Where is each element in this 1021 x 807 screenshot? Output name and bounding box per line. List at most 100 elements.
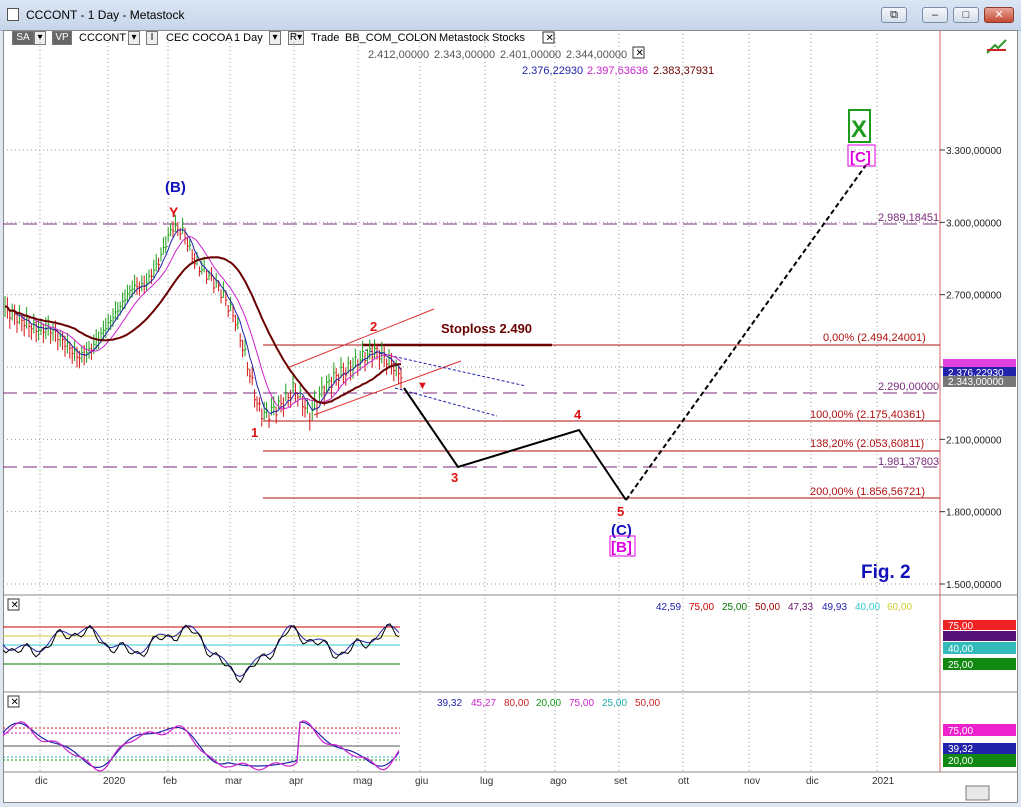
panel2-value: 45,27 bbox=[471, 698, 496, 709]
time-label: mag bbox=[353, 776, 372, 787]
p2-tag-75-text: 75,00 bbox=[948, 726, 973, 737]
template-name: BB_COM_COLON bbox=[345, 32, 437, 44]
vertical-grid bbox=[39, 30, 878, 772]
panel2-value: 50,00 bbox=[635, 698, 660, 709]
restore-icon[interactable]: ⧉ bbox=[881, 7, 907, 23]
app-icon bbox=[7, 8, 19, 21]
panel2-value: 25,00 bbox=[602, 698, 627, 709]
ohlc-high: 2.343,00000 bbox=[434, 49, 495, 61]
vp-button[interactable]: VP bbox=[52, 31, 72, 45]
security-icon[interactable]: I bbox=[146, 31, 158, 45]
level-2290-label: 2.290,00000 bbox=[878, 381, 939, 393]
time-axis: dic 2020 feb mar apr mag giu lug ago set ott nov dic… bbox=[35, 776, 895, 787]
time-label: lug bbox=[480, 776, 493, 787]
ohlc-low: 2.401,00000 bbox=[500, 49, 561, 61]
panel1-value: 40,00 bbox=[855, 602, 880, 613]
ma-blue-line bbox=[4, 229, 402, 415]
ma-value-1: 2.376,22930 bbox=[522, 65, 583, 77]
time-label: dic bbox=[35, 776, 48, 787]
wave-label-b-box: [B] bbox=[611, 539, 632, 556]
panel1-value: 75,00 bbox=[689, 602, 714, 613]
panel2-value: 39,32 bbox=[437, 698, 462, 709]
ma-value-2: 2.397,63636 bbox=[587, 65, 648, 77]
panel2-value: 80,00 bbox=[504, 698, 529, 709]
panel1-value: 47,33 bbox=[788, 602, 813, 613]
tag-last bbox=[943, 376, 1016, 387]
wave-label-4: 4 bbox=[574, 407, 582, 422]
time-label: ago bbox=[550, 776, 567, 787]
template-label: Trade bbox=[311, 32, 340, 44]
refresh-icon[interactable]: R▾ bbox=[288, 31, 304, 45]
wave-b-box bbox=[609, 535, 636, 557]
trend-dotted-lower bbox=[394, 387, 498, 417]
fib-100-label: 100,00% (2.175,40361) bbox=[810, 409, 925, 421]
wave-projection-dashed bbox=[625, 164, 867, 501]
security-kind: Stocks bbox=[492, 32, 526, 44]
p1-tag-40-text: 40,00 bbox=[948, 644, 973, 655]
ma-magenta-line bbox=[4, 235, 402, 410]
panel1-value: 60,00 bbox=[887, 602, 912, 613]
legend-close-icon[interactable] bbox=[542, 31, 555, 44]
p2-tag-20 bbox=[943, 754, 1016, 767]
minimize-button[interactable]: – bbox=[922, 7, 948, 23]
panel1-value: 50,00 bbox=[755, 602, 780, 613]
p1-tag-25-text: 25,00 bbox=[948, 660, 973, 671]
tag-ma-upper-text: 2.376,22930 bbox=[948, 368, 1004, 379]
channel-lower bbox=[313, 360, 462, 416]
sa-button[interactable]: SA bbox=[12, 31, 34, 45]
horizontal-grid bbox=[3, 149, 940, 585]
ohlc-close-icon[interactable] bbox=[632, 46, 645, 59]
symbol-dropdown-icon[interactable]: ▾ bbox=[128, 31, 140, 45]
panel2-close-glyph: ✕ bbox=[11, 697, 19, 708]
p1-tag-75-text: 75,00 bbox=[948, 621, 973, 632]
time-label: 2020 bbox=[103, 776, 126, 787]
p2-tag-39-text: 39,32 bbox=[948, 744, 973, 755]
time-label: apr bbox=[289, 776, 304, 787]
p2-tag-75 bbox=[943, 724, 1016, 736]
wave-label-b-blue: (B) bbox=[165, 179, 186, 196]
down-arrow-icon: ▼ bbox=[417, 380, 428, 392]
panel2-close-icon[interactable] bbox=[7, 695, 20, 708]
time-label: nov bbox=[744, 776, 760, 787]
p1-tag-75 bbox=[943, 620, 1016, 630]
x-box-label: X bbox=[851, 116, 867, 143]
period-dropdown-icon[interactable]: ▾ bbox=[269, 31, 281, 45]
panel1-value: 42,59 bbox=[656, 602, 681, 613]
panel1-close-icon[interactable] bbox=[7, 598, 20, 611]
ohlc-open: 2.412,00000 bbox=[368, 49, 429, 61]
price-tick-label: 2.700,00000 bbox=[946, 291, 1002, 302]
fib-200-label: 200,00% (1.856,56721) bbox=[810, 486, 925, 498]
panel2-line-a bbox=[2, 721, 400, 769]
chart-area bbox=[3, 30, 1018, 803]
wave-projection-solid bbox=[403, 387, 627, 501]
drawing-tools-icon[interactable] bbox=[986, 39, 1007, 54]
panel2-value: 75,00 bbox=[569, 698, 594, 709]
panel1-line-a bbox=[2, 624, 400, 677]
panel1-line-b bbox=[2, 623, 400, 684]
wave-label-c-box: [C] bbox=[850, 149, 871, 166]
channel-upper bbox=[286, 308, 435, 369]
price-tick-label: 3.000,00000 bbox=[946, 218, 1002, 229]
tag-ma-upper bbox=[943, 367, 1016, 377]
security-name: CEC COCOA bbox=[166, 32, 233, 44]
p1-tag-25 bbox=[943, 658, 1016, 670]
wave-c-box bbox=[847, 144, 876, 167]
close-button[interactable]: ✕ bbox=[984, 7, 1014, 23]
fib-138-label: 138,20% (2.053,60811) bbox=[810, 438, 924, 450]
maximize-button[interactable]: □ bbox=[953, 7, 979, 23]
ohlc-close: 2.344,00000 bbox=[566, 49, 627, 61]
tag-magenta bbox=[943, 359, 1016, 369]
title-bar: CCCONT - 1 Day - Metastock ⧉ – □ ✕ bbox=[0, 0, 1021, 31]
wave-label-1: 1 bbox=[251, 425, 258, 440]
scroll-button[interactable] bbox=[965, 785, 990, 801]
ohlc-close-glyph: ✕ bbox=[636, 48, 644, 59]
stoploss-label: Stoploss 2.490 bbox=[441, 321, 532, 336]
p2-tag-39 bbox=[943, 743, 1016, 754]
price-tick-label: 1.500,00000 bbox=[946, 580, 1002, 591]
legend-close-glyph: ✕ bbox=[546, 33, 554, 44]
data-source: Metastock bbox=[439, 32, 490, 44]
price-tick-label: 2.100,00000 bbox=[946, 435, 1002, 446]
period-label: 1 Day bbox=[234, 32, 263, 44]
